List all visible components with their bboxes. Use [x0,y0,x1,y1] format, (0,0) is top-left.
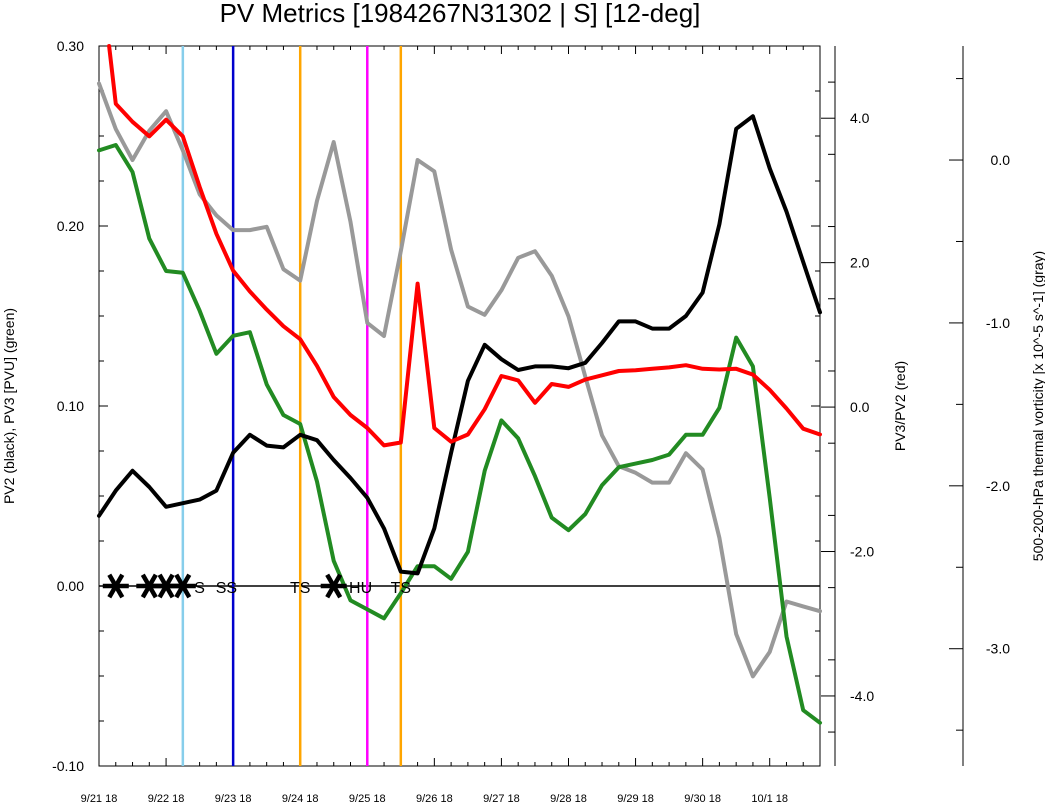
plot-frame [98,45,821,767]
y-red-tick-label: -2.0 [850,544,874,560]
stage-label: HU [349,580,372,597]
y-left-tick-label: 0.00 [57,578,84,594]
asterisk-stroke [140,573,158,599]
y-axis-label-left: PV2 (black), PV3 [PVU] (green) [1,308,17,504]
y-left-tick-label: 0.10 [57,398,84,414]
y-red-tick-label: 4.0 [850,110,870,126]
asterisk-stroke [325,573,343,599]
y-left-tick-label: -0.10 [52,758,84,774]
x-tick-label: 9/28 18 [550,793,587,805]
x-tick-label: 9/26 18 [416,793,453,805]
x-tick-label: 9/21 18 [81,793,118,805]
series-line-pv2 [97,114,822,576]
y-red-tick-label: 2.0 [850,255,870,271]
x-tick-label: 9/30 18 [684,793,721,805]
stage-label: TS [391,580,411,597]
y-axis-label-red: PV3/PV2 (red) [892,361,908,451]
x-tick-label: 9/24 18 [282,793,319,805]
y-gray-tick-label: -2.0 [986,478,1010,494]
asterisk-marker [320,573,347,599]
stage-label: S [194,580,205,597]
y-red-tick-label: -4.0 [850,688,874,704]
x-tick-label: 9/25 18 [349,793,386,805]
x-tick-label: 9/27 18 [483,793,520,805]
series-line-thermal-vorticity [97,81,822,679]
stage-label: SS [216,580,237,597]
x-tick-label: 9/29 18 [617,793,654,805]
series-line-pv3-pv2 [107,44,822,448]
asterisk-marker [169,573,196,599]
x-tick-label: 10/1 18 [751,793,788,805]
chart-title: PV Metrics [1984267N31302 | S] [12-deg] [220,0,701,28]
asterisk-stroke [157,573,175,599]
asterisk-stroke [174,573,192,599]
y-left-tick-label: 0.30 [57,38,84,54]
y-left-tick-label: 0.20 [57,218,84,234]
asterisk-stroke [107,573,125,599]
y-axis-label-gray: 500-200-hPa thermal vorticity [x 10^-5 s… [1030,251,1045,561]
series-line-pv3 [97,143,822,725]
x-tick-label: 9/23 18 [215,793,252,805]
y-red-tick-label: 0.0 [850,399,870,415]
y-gray-tick-label: -3.0 [986,641,1010,657]
y-gray-tick-label: 0.0 [991,152,1011,168]
stage-label: TS [290,580,310,597]
y-gray-tick-label: -1.0 [986,315,1010,331]
x-tick-label: 9/22 18 [148,793,185,805]
asterisk-marker [102,573,129,599]
